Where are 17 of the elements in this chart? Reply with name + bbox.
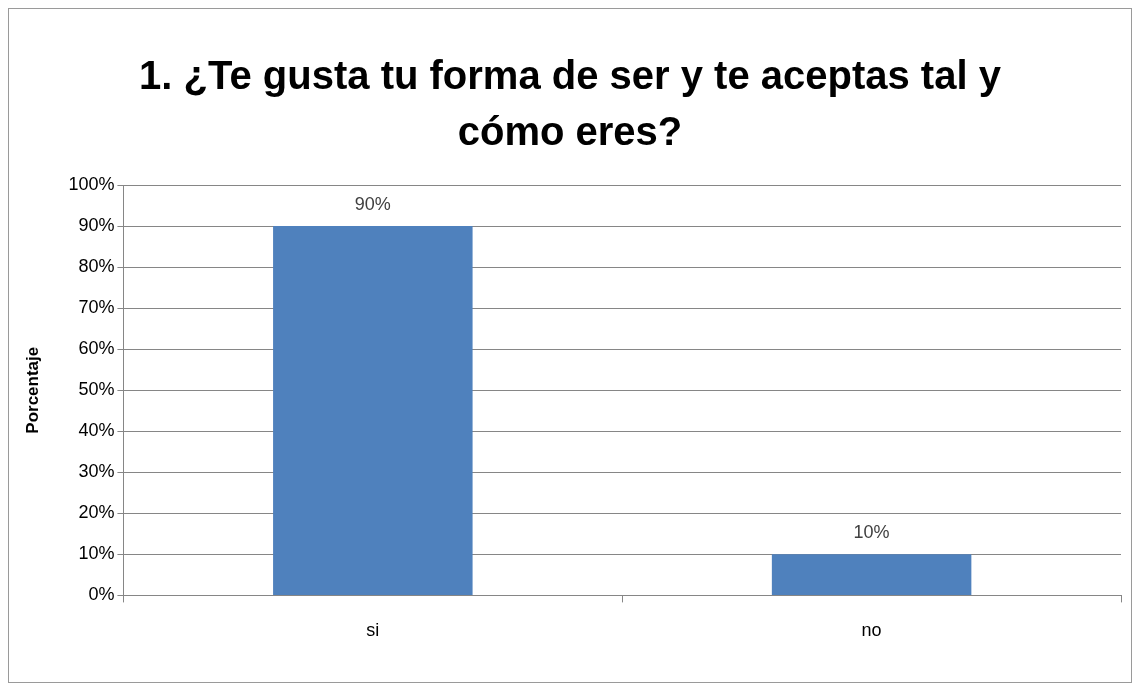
y-tick-label: 100%	[68, 173, 115, 194]
y-tick-label: 80%	[78, 256, 115, 277]
y-tick-label: 60%	[78, 338, 115, 359]
data-label: 90%	[354, 194, 391, 215]
y-tick-label: 70%	[78, 297, 115, 318]
y-axis-title: Porcentaje	[22, 346, 42, 434]
y-tick-label: 90%	[78, 215, 115, 236]
y-tick-label: 0%	[88, 584, 115, 605]
x-tick-label: no	[861, 620, 882, 641]
y-tick-label: 40%	[78, 420, 115, 441]
y-tick-label: 10%	[78, 543, 115, 564]
y-tick-label: 20%	[78, 502, 115, 523]
data-label: 10%	[853, 522, 890, 543]
chart-title: 1. ¿Te gusta tu forma de ser y te aceptas tal y cómo eres?	[138, 52, 1002, 155]
y-tick-label: 50%	[78, 379, 115, 400]
x-tick-label: si	[366, 620, 380, 641]
y-tick-label: 30%	[78, 461, 115, 482]
